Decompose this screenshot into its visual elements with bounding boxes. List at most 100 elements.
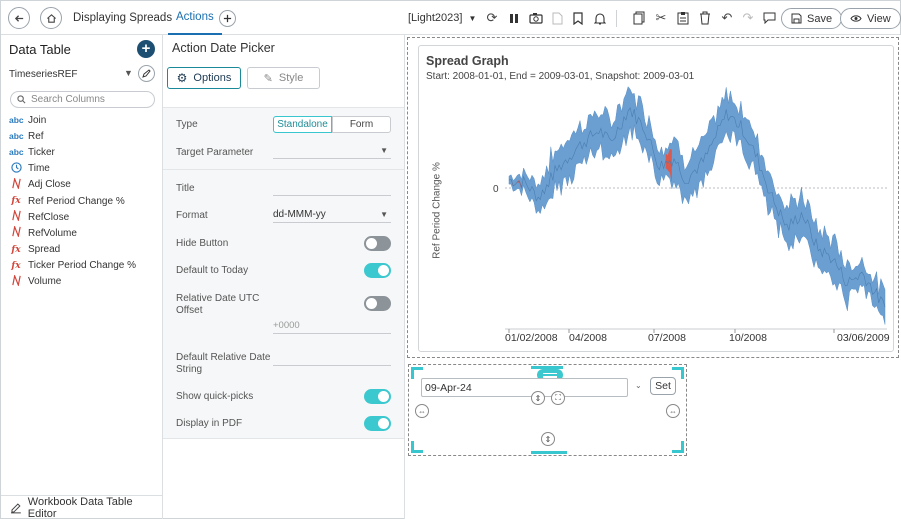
data-source-name[interactable]: TimeseriesREF — [9, 69, 78, 80]
resize-corner[interactable] — [672, 367, 684, 379]
utc-offset-toggle[interactable] — [364, 296, 391, 311]
graph-selection-frame[interactable]: Spread Graph Start: 2008-01-01, End = 20… — [407, 37, 899, 358]
paste-icon[interactable] — [674, 9, 692, 27]
type-standalone-option[interactable]: Standalone — [273, 116, 332, 133]
column-item[interactable]: Time — [9, 161, 159, 177]
column-name: Ref — [28, 130, 44, 142]
refresh-icon[interactable]: ⟳ — [486, 10, 498, 25]
add-tab-button[interactable] — [219, 10, 236, 27]
type-form-option[interactable]: Form — [332, 116, 391, 133]
format-select[interactable]: dd-MMM-yy ▼ — [273, 206, 391, 223]
default-relative-input[interactable] — [273, 349, 391, 366]
search-columns-field[interactable]: Search Columns — [10, 91, 155, 108]
target-parameter-select[interactable]: ▼ — [273, 142, 391, 159]
title-input[interactable] — [273, 179, 391, 196]
pdf-icon — [548, 9, 566, 27]
search-placeholder: Search Columns — [31, 94, 105, 105]
back-button[interactable] — [8, 7, 30, 29]
home-icon — [46, 13, 56, 23]
column-item[interactable]: fx Spread — [9, 242, 159, 258]
column-item[interactable]: fx Ref Period Change % — [9, 193, 159, 209]
redo-icon: ↷ — [742, 10, 754, 25]
formula-icon: fx — [11, 260, 21, 271]
x-tick-label: 10/2008 — [729, 332, 767, 344]
hide-button-toggle[interactable] — [364, 236, 391, 251]
chevron-down-icon[interactable]: ▼ — [124, 68, 133, 78]
column-item[interactable]: RefVolume — [9, 225, 159, 241]
column-item[interactable]: abc Ticker — [9, 144, 159, 160]
data-table-panel: Data Table + TimeseriesREF ▼ Search Colu… — [1, 35, 163, 519]
workbook-data-table-editor-link[interactable]: Workbook Data Table Editor — [1, 495, 162, 519]
horizontal-resize-icon[interactable]: ⇔ — [666, 404, 680, 418]
vertical-resize-icon[interactable]: ⇕ — [541, 432, 555, 446]
clock-icon — [9, 162, 23, 175]
bottom-edge-handle[interactable] — [531, 451, 567, 454]
column-item[interactable]: RefClose — [9, 209, 159, 225]
date-picker-frame[interactable]: 09-Apr-24 ⌄ Set ⇕ ⛶ ⇔ ⇔ ⇕ — [408, 364, 687, 456]
drag-handle-line — [543, 372, 557, 374]
display-pdf-label: Display in PDF — [176, 418, 243, 429]
type-label: Type — [176, 119, 198, 130]
tab-actions[interactable]: Actions — [168, 1, 222, 35]
pause-icon[interactable] — [505, 9, 523, 27]
column-item[interactable]: Volume — [9, 273, 159, 290]
edit-data-source-button[interactable] — [138, 65, 155, 82]
title-label: Title — [176, 183, 195, 194]
column-item[interactable]: fx Ticker Period Change % — [9, 258, 159, 274]
column-name: Volume — [28, 276, 62, 288]
comment-icon[interactable] — [760, 9, 778, 27]
home-button[interactable] — [40, 7, 62, 29]
add-data-table-button[interactable]: + — [137, 40, 155, 58]
chevron-down-icon: ▼ — [468, 13, 477, 23]
default-relative-label: Default Relative Date String — [176, 352, 271, 375]
vertical-resize-icon[interactable]: ⇕ — [531, 391, 545, 405]
fit-to-content-icon[interactable]: ⛶ — [551, 391, 565, 405]
utc-offset-input[interactable]: +0000 — [273, 317, 391, 334]
tab-workbook[interactable]: Displaying Spreads — [73, 12, 173, 24]
display-pdf-toggle[interactable] — [364, 416, 391, 431]
resize-corner[interactable] — [411, 441, 423, 453]
theme-dropdown[interactable]: [Light2023] ▼ — [408, 12, 476, 24]
column-name: Time — [28, 163, 50, 175]
cut-icon[interactable]: ✂ — [655, 10, 667, 25]
delete-icon[interactable] — [696, 9, 714, 27]
view-button[interactable]: View — [840, 8, 901, 29]
arrow-left-icon — [14, 14, 23, 22]
column-item[interactable]: abc Join — [9, 112, 159, 128]
resize-corner[interactable] — [672, 441, 684, 453]
toggle-knob — [378, 391, 389, 402]
toolbar-divider — [616, 10, 617, 27]
bookmark-icon[interactable] — [569, 9, 587, 27]
quick-picks-toggle[interactable] — [364, 389, 391, 404]
horizontal-resize-icon[interactable]: ⇔ — [415, 404, 429, 418]
eye-icon — [850, 15, 862, 22]
hide-button-label: Hide Button — [176, 238, 229, 249]
column-item[interactable]: abc Ref — [9, 128, 159, 144]
column-item[interactable]: Adj Close — [9, 176, 159, 193]
chevron-down-icon[interactable]: ⌄ — [635, 381, 642, 390]
graph-subtitle: Start: 2008-01-01, End = 2009-03-01, Sna… — [426, 71, 695, 82]
style-tab[interactable]: ✎ Style — [247, 67, 320, 89]
undo-icon[interactable]: ↶ — [721, 10, 733, 25]
toggle-knob — [366, 298, 377, 309]
pencil-icon — [142, 69, 151, 78]
data-table-title: Data Table — [9, 42, 71, 57]
numeric-icon — [9, 225, 23, 240]
snapshot-icon[interactable] — [527, 9, 545, 27]
toggle-knob — [366, 238, 377, 249]
column-list: abc Join abc Ref abc Ticker Time Adj Close fx Ref… — [9, 112, 159, 290]
date-picker-input[interactable]: 09-Apr-24 — [421, 378, 628, 397]
top-edge-handle[interactable] — [531, 366, 563, 369]
default-today-toggle[interactable] — [364, 263, 391, 278]
copy-icon[interactable] — [630, 9, 648, 27]
bell-icon[interactable] — [591, 9, 609, 27]
resize-corner[interactable] — [411, 367, 423, 379]
set-button[interactable]: Set — [650, 377, 676, 395]
options-tab[interactable]: ⚙ Options — [167, 67, 241, 89]
column-name: Ticker — [28, 146, 55, 158]
x-ticks-group — [508, 329, 835, 333]
toggle-knob — [378, 265, 389, 276]
format-value: dd-MMM-yy — [273, 208, 326, 220]
save-button[interactable]: Save — [781, 8, 843, 29]
top-toolbar: Displaying Spreads Actions [Light2023] ▼… — [1, 1, 901, 35]
